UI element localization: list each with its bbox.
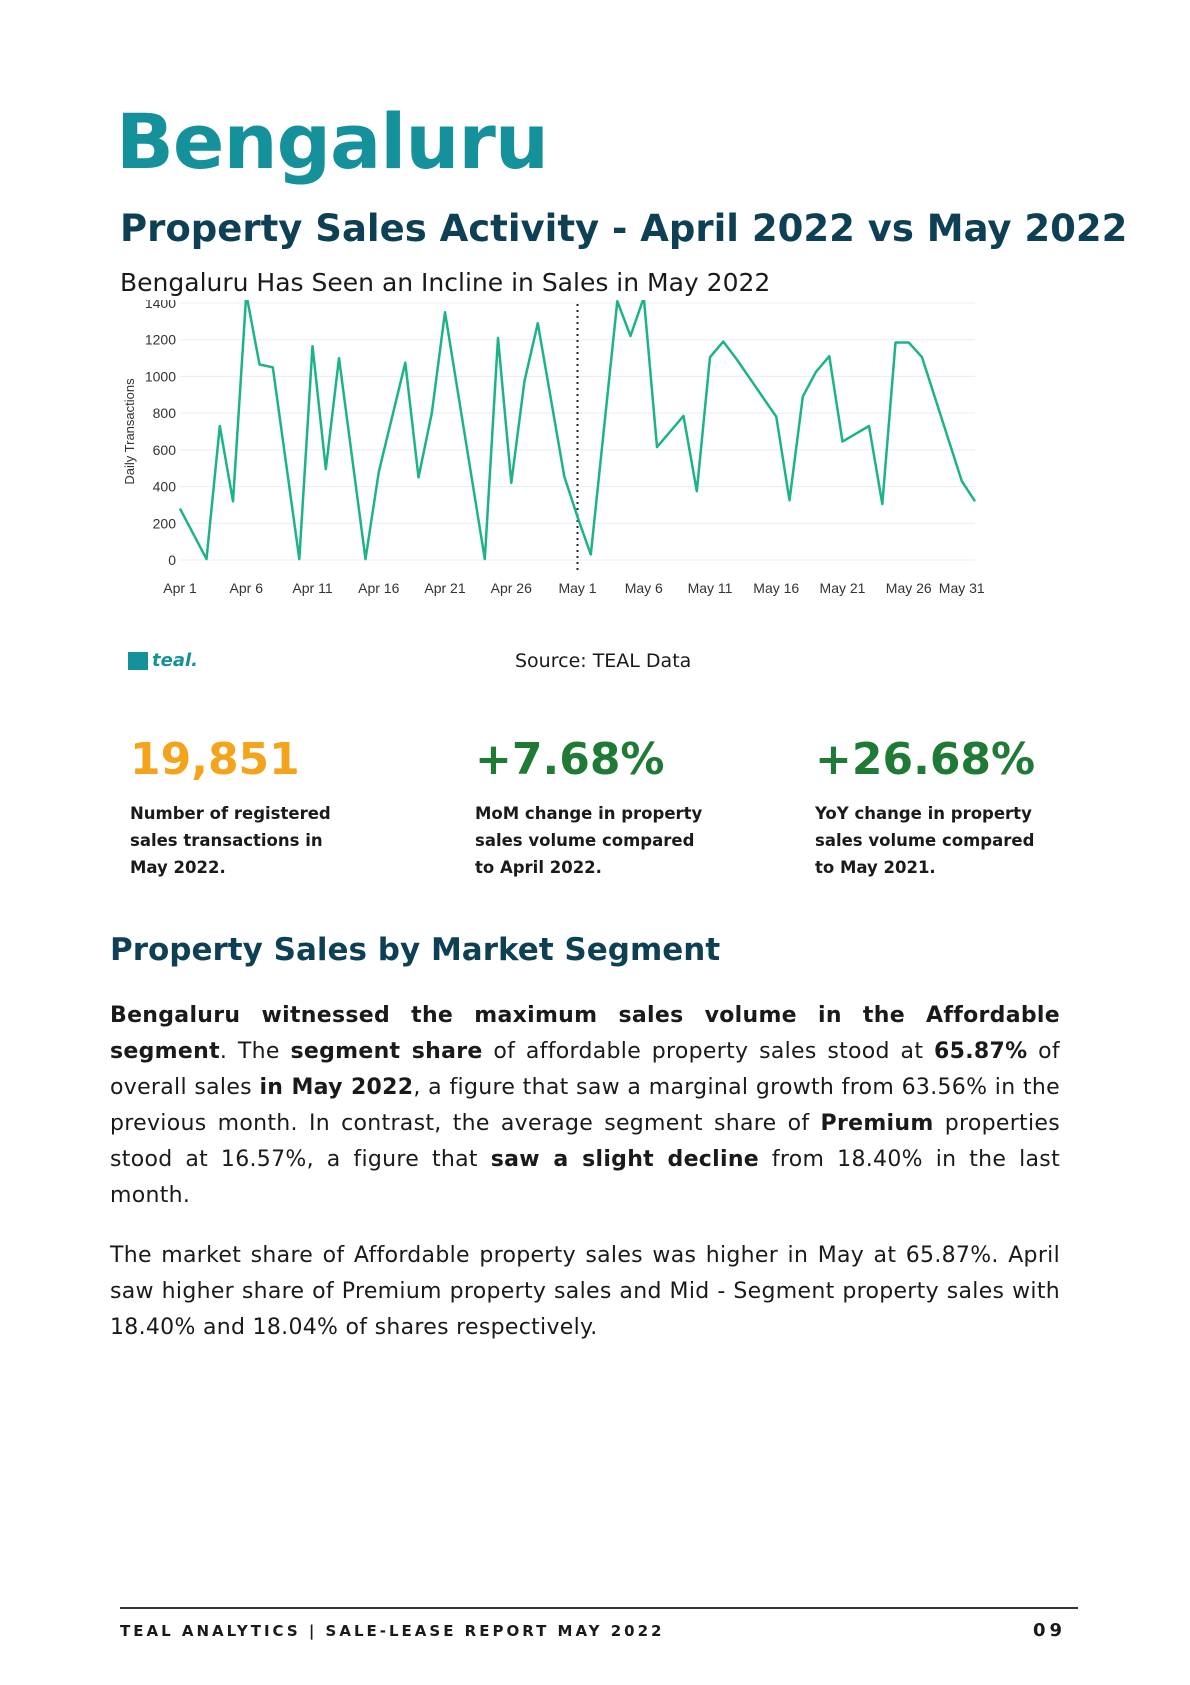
x-tick-label: May 1 <box>558 580 596 596</box>
text-bold: Bengaluru witnessed the maximum sales vo… <box>110 1003 1060 1064</box>
stat-yoy-change: +26.68% YoY change in property sales vol… <box>815 738 1095 881</box>
x-axis: Apr 1 Apr 6 Apr 11 Apr 16 Apr 21 Apr 26 May 1 M… <box>163 580 985 596</box>
segment-paragraph-2: The market share of Affordable property … <box>110 1243 1060 1340</box>
text: from 18.40% in the last month. <box>110 1147 1060 1208</box>
x-tick-label: May 6 <box>625 580 663 596</box>
text: . The <box>219 1039 291 1064</box>
stat-description: MoM change in property sales volume comp… <box>475 804 703 877</box>
stat-registered-transactions: 19,851 Number of registered sales transa… <box>130 738 410 881</box>
x-tick-label: May 16 <box>753 580 799 596</box>
y-tick-label: 600 <box>153 442 177 458</box>
text: of overall sales <box>110 1039 1060 1100</box>
x-tick-label: Apr 6 <box>230 580 264 596</box>
y-tick-label: 1200 <box>145 332 176 348</box>
footer-text: TEAL ANALYTICS | SALE-LEASE REPORT MAY 2… <box>120 1622 665 1640</box>
teal-logo-text: teal. <box>152 650 198 671</box>
stat-value: +7.68% <box>475 734 665 785</box>
chart-source: Source: TEAL Data <box>515 650 692 672</box>
text: , a figure that saw a marginal growth fr… <box>110 1075 1060 1136</box>
text-bold: 65.87% <box>934 1039 1028 1064</box>
y-tick-label: 400 <box>153 479 177 495</box>
stat-mom-change: +7.68% MoM change in property sales volu… <box>475 738 755 881</box>
text: of affordable property sales stood at <box>482 1039 934 1064</box>
data-points <box>179 301 976 560</box>
teal-logo-mark <box>128 651 148 670</box>
stat-description: Number of registered sales transactions … <box>130 804 331 877</box>
x-tick-label: May 11 <box>688 580 733 596</box>
text: properties stood at 16.57%, a figure tha… <box>110 1111 1060 1172</box>
y-tick-label: 800 <box>153 405 177 421</box>
y-axis: 0 200 400 600 800 1000 1200 1400 Daily Transacti… <box>122 300 176 568</box>
x-tick-label: May 31 <box>939 580 985 596</box>
x-tick-label: May 21 <box>820 580 866 596</box>
daily-transactions-line-chart: 0 200 400 600 800 1000 1200 1400 Daily Transacti… <box>122 300 985 596</box>
y-tick-label: 200 <box>153 515 177 531</box>
x-tick-label: Apr 1 <box>163 580 197 596</box>
y-axis-label: Daily Transactions <box>122 378 137 485</box>
stat-value: 19,851 <box>130 734 300 785</box>
segment-paragraph-1: Bengaluru witnessed the maximum sales vo… <box>110 998 1060 1214</box>
x-tick-label: Apr 16 <box>358 580 399 596</box>
text-bold: segment share <box>290 1039 483 1064</box>
section-title: Property Sales by Market Segment <box>110 932 721 968</box>
text-bold: Premium <box>820 1111 934 1136</box>
y-tick-label: 0 <box>168 552 176 568</box>
x-tick-label: Apr 21 <box>424 580 465 596</box>
x-tick-label: Apr 11 <box>292 580 332 596</box>
chart-title: Bengaluru Has Seen an Incline in Sales i… <box>120 268 771 297</box>
footer-rule <box>120 1607 1078 1609</box>
report-subtitle: Property Sales Activity - April 2022 vs … <box>120 207 1128 250</box>
y-tick-label: 1400 <box>145 300 176 311</box>
text-bold: in May 2022 <box>259 1075 414 1100</box>
x-tick-label: Apr 26 <box>491 580 532 596</box>
stat-value: +26.68% <box>815 734 1036 785</box>
text-bold: saw a slight decline <box>490 1147 760 1172</box>
stat-description: YoY change in property sales volume comp… <box>815 804 1035 877</box>
series-line <box>178 300 977 561</box>
page-number: 09 <box>1033 1620 1067 1641</box>
x-tick-label: May 26 <box>886 580 932 596</box>
teal-logo: teal. <box>128 650 198 671</box>
y-tick-label: 1000 <box>145 368 176 384</box>
city-title: Bengaluru <box>116 97 549 186</box>
